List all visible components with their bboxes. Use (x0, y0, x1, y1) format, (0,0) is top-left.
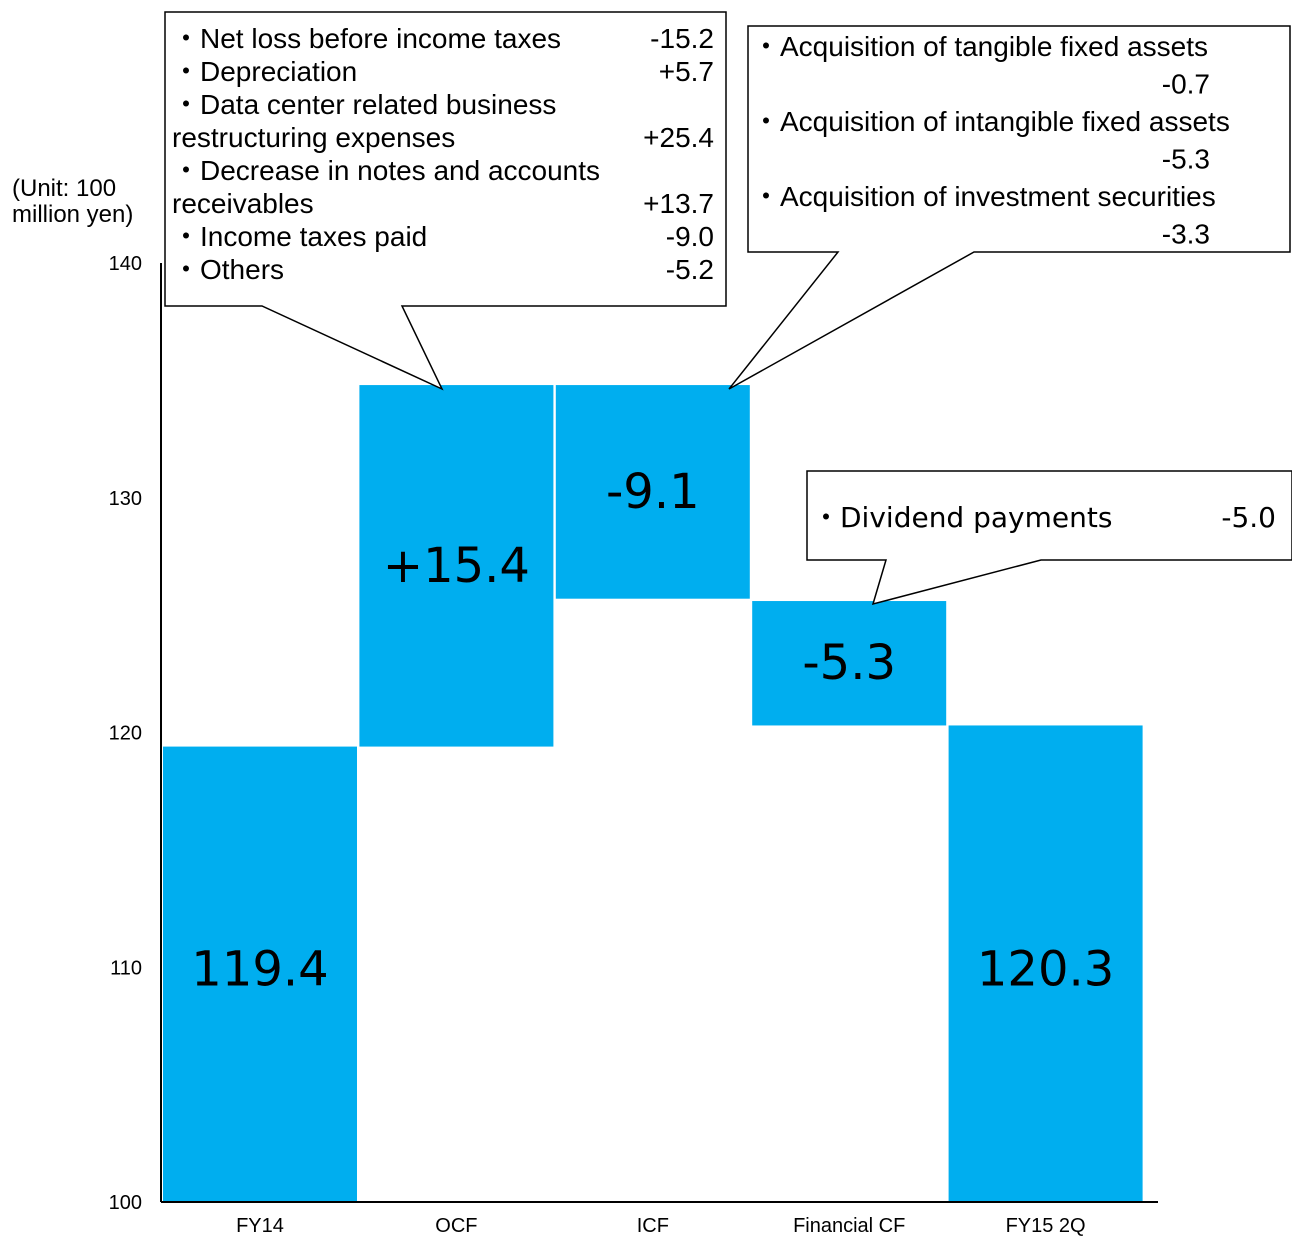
x-axis-category-labels: FY14 OCF ICF Financial CF FY15 2Q (236, 1215, 1086, 1237)
callout-item-value: -9.0 (666, 221, 714, 252)
y-axis-tick-labels: 100 110 120 130 140 (109, 253, 142, 1214)
callout-item-value: +13.7 (643, 188, 714, 219)
callout-item-label: ・Decrease in notes and accounts (172, 155, 600, 186)
callout-item-value: -15.2 (650, 23, 714, 54)
bar-value-label: 120.3 (977, 941, 1114, 997)
callout-item-label: ・Acquisition of investment securities (752, 181, 1216, 212)
y-tick-label: 140 (109, 253, 142, 275)
category-label: FY15 2Q (1006, 1215, 1086, 1237)
y-tick-label: 130 (109, 488, 142, 510)
callout-item-label: restructuring expenses (172, 122, 455, 153)
callout-icf-box (728, 25, 1291, 390)
callout-item-label: ・Acquisition of tangible fixed assets (752, 31, 1208, 62)
callout-icf: ・Acquisition of tangible fixed assets -0.… (728, 25, 1291, 390)
callout-item-value: -3.3 (1162, 219, 1210, 250)
callout-item-value: -5.2 (666, 254, 714, 285)
callout-item-value: -5.3 (1162, 144, 1210, 175)
unit-label-line1: (Unit: 100 (12, 175, 116, 202)
callout-item-label: ・Net loss before income taxes (172, 23, 561, 54)
unit-label-line2: million yen) (12, 201, 133, 228)
y-tick-label: 110 (110, 957, 142, 979)
bar-value-label: 119.4 (191, 941, 328, 997)
callout-item-value: -5.0 (1221, 501, 1276, 534)
bar-value-label: +15.4 (383, 538, 530, 594)
bar-value-label: -5.3 (802, 635, 896, 691)
bar-ocf (359, 385, 554, 747)
bar-value-label: -9.1 (606, 464, 700, 520)
callout-item-value: +5.7 (659, 56, 714, 87)
callout-fcf-text: ・Dividend payments -5.0 (812, 501, 1276, 534)
category-label: OCF (435, 1215, 477, 1237)
category-label: FY14 (236, 1215, 284, 1237)
callout-item-label: receivables (172, 188, 314, 219)
callout-item-label: ・Depreciation (172, 56, 357, 87)
bar-fy15-2q (948, 725, 1143, 1202)
category-label: ICF (637, 1215, 669, 1237)
category-label: Financial CF (793, 1215, 905, 1237)
bar-icf (555, 385, 750, 599)
callout-item-label: ・Data center related business (172, 89, 556, 120)
callout-item-value: -0.7 (1162, 69, 1210, 100)
callout-item-value: +25.4 (643, 122, 714, 153)
bar-fy14 (163, 746, 357, 1202)
y-tick-label: 100 (109, 1192, 142, 1214)
callout-item-label: ・Income taxes paid (172, 221, 427, 252)
callout-fcf-box (806, 470, 1292, 606)
y-tick-label: 120 (109, 723, 142, 745)
bars: 119.4 +15.4 -9.1 -5.3 120.3 (163, 385, 1143, 1202)
callout-ocf-box (164, 11, 727, 391)
callout-item-label: ・Acquisition of intangible fixed assets (752, 106, 1230, 137)
callout-item-label: ・Others (172, 254, 284, 285)
callout-item-label: ・Dividend payments (812, 501, 1112, 534)
bar-financial-cf (752, 601, 947, 726)
callout-fcf: ・Dividend payments -5.0 (806, 470, 1292, 606)
callout-icf-text: ・Acquisition of tangible fixed assets -0.… (752, 31, 1230, 250)
callout-ocf: ・Net loss before income taxes -15.2 ・Depre… (164, 11, 727, 391)
callout-ocf-text: ・Net loss before income taxes -15.2 ・Depre… (172, 23, 714, 285)
